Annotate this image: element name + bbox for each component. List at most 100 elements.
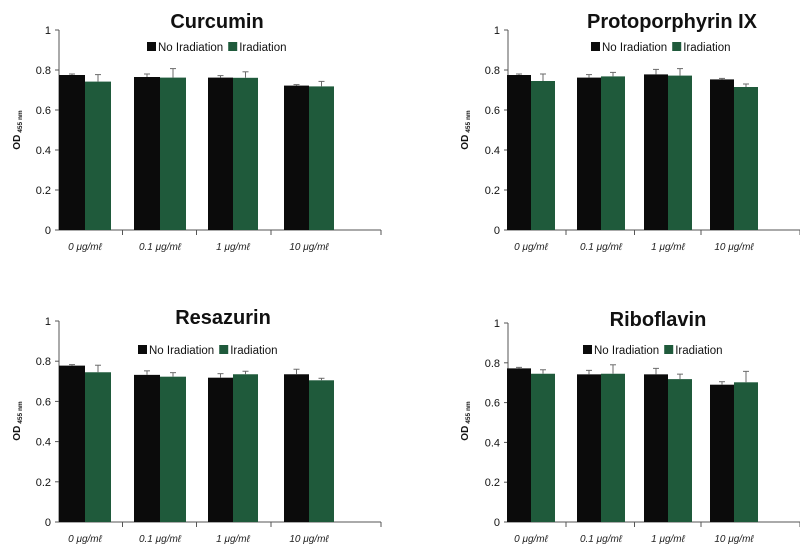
bar-irradiation: [233, 77, 258, 230]
bar-no-irradiation: [59, 75, 85, 230]
chart-panel-1: Curcumin 0 0.2 0.4 0.6 0.8 1 OD 455 nm 0 μg/mℓ 0.1…: [12, 11, 382, 253]
bar-irradiation: [160, 77, 186, 230]
bar-no-irradiation: [507, 75, 531, 230]
bar-no-irradiation: [710, 384, 734, 522]
bar-irradiation: [160, 376, 186, 522]
chart-title: Curcumin: [170, 11, 263, 33]
bar-irradiation: [309, 86, 334, 231]
x-tick-label: 0.1 μg/mℓ: [580, 534, 623, 545]
y-tick-label: 0.2: [36, 477, 51, 489]
chart-panel-2: Protoporphyrin IX 0 0.2 0.4 0.6 0.8 1 OD 455 nm 0…: [460, 11, 800, 253]
x-tick-label: 0 μg/mℓ: [514, 534, 548, 545]
y-tick-label: 1: [494, 25, 500, 37]
bar-no-irradiation: [134, 374, 160, 522]
x-tick-label: 1 μg/mℓ: [651, 534, 685, 545]
chart-title: Protoporphyrin IX: [587, 11, 758, 33]
y-tick-label: 0: [45, 517, 51, 529]
bar-irradiation: [601, 76, 625, 231]
bar-irradiation: [531, 373, 555, 522]
y-tick-label: 0.8: [36, 65, 51, 77]
chart-title: Resazurin: [175, 307, 271, 329]
chart-title: Riboflavin: [610, 309, 707, 331]
chart-panel-4: Riboflavin 0 0.2 0.4 0.6 0.8 1 OD 455 nm 0 μg/mℓ 0…: [460, 309, 800, 545]
x-tick-label: 0.1 μg/mℓ: [580, 242, 623, 253]
bar-no-irradiation: [644, 74, 668, 231]
legend-swatch-irradiation: [664, 345, 674, 354]
bar-no-irradiation: [59, 365, 85, 522]
y-tick-label: 0.2: [485, 477, 500, 489]
bar-irradiation: [85, 81, 111, 230]
legend-label: No Iradiation: [602, 42, 667, 54]
y-tick-label: 0.4: [485, 437, 500, 449]
x-tick-label: 0 μg/mℓ: [68, 242, 102, 253]
bar-no-irradiation: [284, 85, 309, 230]
y-axis-label: OD 455 nm: [12, 401, 24, 441]
bar-no-irradiation: [208, 77, 233, 230]
y-axis-label-main: OD: [460, 135, 471, 150]
bar-irradiation: [601, 373, 625, 522]
x-tick-label: 1 μg/mℓ: [216, 242, 250, 253]
y-tick-label: 1: [45, 316, 51, 328]
y-tick-label: 0: [45, 225, 51, 237]
legend-swatch-no-irradiation: [138, 345, 147, 354]
y-tick-label: 0.4: [485, 145, 500, 157]
y-tick-label: 0.6: [36, 396, 51, 408]
y-tick-label: 0.6: [36, 105, 51, 117]
y-tick-label: 0.6: [485, 398, 500, 410]
bar-irradiation: [668, 75, 692, 230]
x-tick-label: 0.1 μg/mℓ: [139, 242, 182, 253]
bar-no-irradiation: [284, 374, 309, 522]
bar-no-irradiation: [577, 374, 601, 522]
y-tick-label: 0: [494, 517, 500, 529]
legend-label: No Iradiation: [158, 42, 223, 54]
bar-irradiation: [668, 379, 692, 522]
bar-irradiation: [233, 374, 258, 522]
y-tick-label: 1: [494, 318, 500, 330]
chart-panel-3: Resazurin 0 0.2 0.4 0.6 0.8 1 OD 455 nm 0 μg/mℓ 0.…: [12, 307, 382, 545]
y-axis-label-sub: 455 nm: [17, 110, 24, 133]
y-axis-label-sub: 455 nm: [465, 110, 472, 133]
legend-swatch-no-irradiation: [583, 345, 592, 354]
y-axis-label-sub: 455 nm: [465, 401, 472, 424]
y-axis-label-main: OD: [12, 135, 23, 150]
x-tick-label: 1 μg/mℓ: [216, 534, 250, 545]
x-tick-label: 0 μg/mℓ: [68, 534, 102, 545]
x-tick-label: 10 μg/mℓ: [714, 534, 754, 545]
bar-irradiation: [734, 87, 758, 230]
x-tick-label: 10 μg/mℓ: [289, 242, 329, 253]
legend-label: No Iradiation: [594, 345, 659, 357]
y-tick-label: 0.4: [36, 437, 51, 449]
legend-label: Iradiation: [230, 345, 277, 357]
x-tick-label: 0 μg/mℓ: [514, 242, 548, 253]
y-tick-label: 0.8: [485, 65, 500, 77]
bar-irradiation: [734, 382, 758, 522]
y-axis-label: OD 455 nm: [460, 110, 472, 150]
y-tick-label: 0.8: [36, 356, 51, 368]
legend-swatch-irradiation: [228, 42, 238, 51]
legend-swatch-no-irradiation: [591, 42, 600, 51]
y-tick-label: 0.6: [485, 105, 500, 117]
legend-swatch-irradiation: [672, 42, 682, 51]
y-axis-label: OD 455 nm: [460, 401, 472, 441]
bar-no-irradiation: [644, 374, 668, 522]
y-axis-label-main: OD: [12, 426, 23, 441]
bar-irradiation: [309, 380, 334, 522]
x-tick-label: 10 μg/mℓ: [714, 242, 754, 253]
y-tick-label: 0: [494, 225, 500, 237]
y-tick-label: 0.8: [485, 358, 500, 370]
bar-no-irradiation: [577, 77, 601, 230]
legend-label: No Iradiation: [149, 345, 214, 357]
bar-irradiation: [85, 372, 111, 522]
y-axis-label-main: OD: [460, 426, 471, 441]
y-axis-label-sub: 455 nm: [17, 401, 24, 424]
bar-no-irradiation: [134, 77, 160, 230]
bar-no-irradiation: [507, 368, 531, 522]
y-axis-label: OD 455 nm: [12, 110, 24, 150]
bar-no-irradiation: [208, 377, 233, 522]
y-tick-label: 0.2: [485, 185, 500, 197]
x-tick-label: 1 μg/mℓ: [651, 242, 685, 253]
y-tick-label: 0.2: [36, 185, 51, 197]
legend-label: Iradiation: [683, 42, 730, 54]
